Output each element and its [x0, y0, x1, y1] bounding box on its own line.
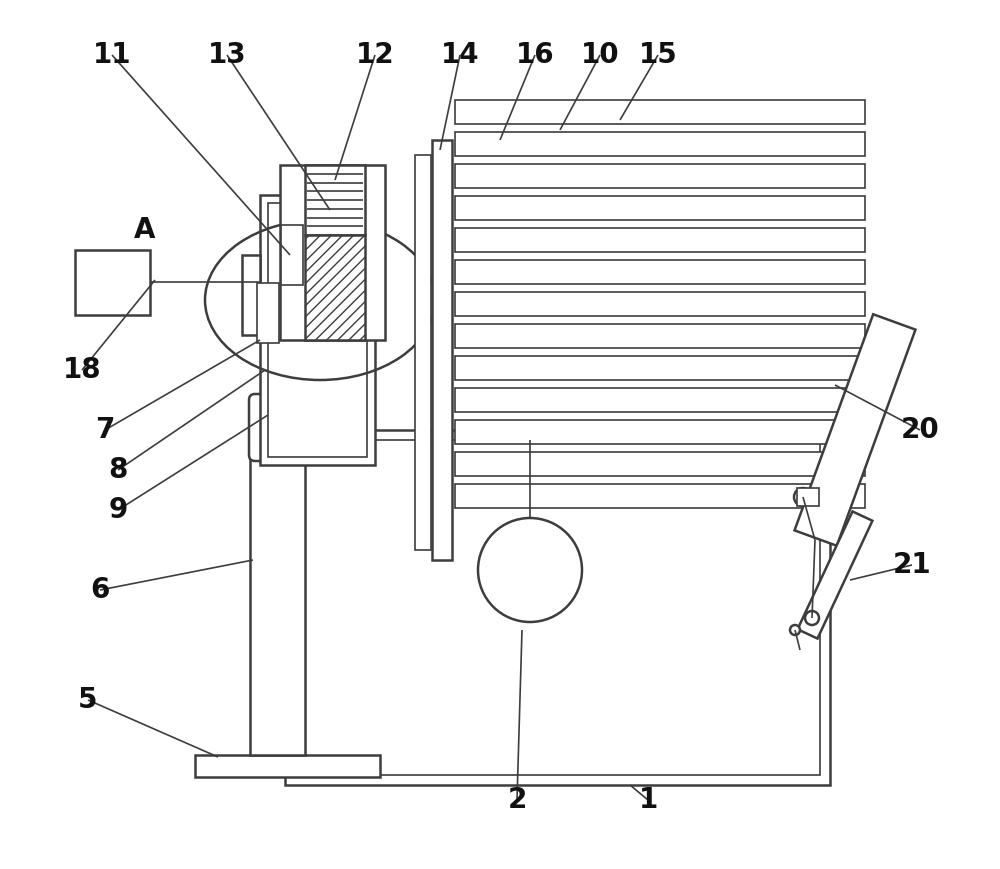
Polygon shape [798, 512, 872, 639]
Bar [250, 430, 305, 755]
Text: 20: 20 [901, 416, 939, 444]
Text: 15: 15 [639, 41, 677, 69]
Bar [455, 228, 865, 252]
Bar [415, 155, 431, 550]
Bar [455, 356, 865, 380]
Bar [305, 165, 365, 235]
Bar [280, 165, 385, 340]
Bar [455, 452, 865, 476]
Circle shape [805, 611, 819, 625]
Bar [455, 292, 865, 316]
Text: 9: 9 [108, 496, 128, 524]
Text: 10: 10 [581, 41, 619, 69]
Circle shape [478, 518, 582, 622]
Text: 7: 7 [95, 416, 115, 444]
Text: 1: 1 [638, 786, 658, 814]
Text: 14: 14 [441, 41, 479, 69]
Text: 21: 21 [893, 551, 931, 579]
Bar [432, 140, 452, 560]
Bar [455, 420, 865, 444]
Bar [455, 484, 865, 508]
Bar [268, 203, 367, 457]
Bar [455, 388, 865, 412]
Bar [455, 196, 865, 220]
Bar [281, 225, 303, 285]
Circle shape [794, 488, 812, 506]
Text: 6: 6 [90, 576, 110, 604]
Text: 8: 8 [108, 456, 128, 484]
Bar [797, 488, 819, 506]
Text: 13: 13 [208, 41, 246, 69]
Bar [285, 430, 830, 785]
Bar [455, 164, 865, 188]
Text: 2: 2 [507, 786, 527, 814]
FancyBboxPatch shape [249, 394, 306, 461]
Bar [75, 250, 150, 315]
Polygon shape [795, 315, 915, 546]
Bar [305, 235, 365, 340]
Bar [455, 260, 865, 284]
Text: A: A [134, 216, 156, 244]
Bar [257, 283, 279, 343]
Bar [295, 440, 820, 775]
Text: 11: 11 [93, 41, 131, 69]
Bar [455, 132, 865, 156]
Bar [242, 255, 260, 335]
Text: 18: 18 [63, 356, 101, 384]
Bar [455, 100, 865, 124]
Text: 12: 12 [356, 41, 394, 69]
Circle shape [790, 625, 800, 635]
Text: 5: 5 [78, 686, 98, 714]
Bar [260, 195, 375, 465]
Bar [455, 324, 865, 348]
Bar [195, 755, 380, 777]
Text: 16: 16 [516, 41, 554, 69]
